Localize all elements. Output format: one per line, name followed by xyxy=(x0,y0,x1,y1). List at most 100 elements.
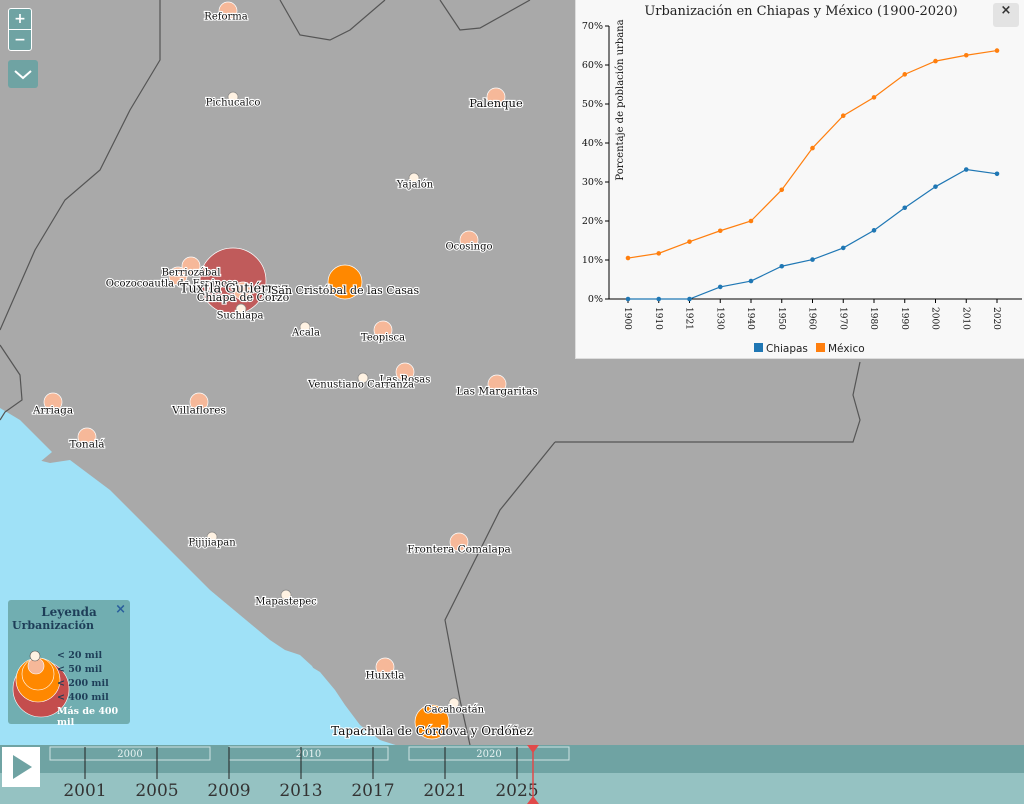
city-marker[interactable] xyxy=(280,589,292,601)
city-marker[interactable] xyxy=(189,392,209,412)
city-marker[interactable] xyxy=(375,657,395,677)
city-marker[interactable] xyxy=(357,372,369,384)
city-marker[interactable] xyxy=(449,532,469,552)
city-label: Frontera Comalapa xyxy=(407,544,511,556)
city-marker[interactable] xyxy=(206,531,218,543)
city-circle[interactable] xyxy=(299,321,311,333)
zoom-in-button[interactable]: + xyxy=(14,11,26,27)
data-point xyxy=(871,95,877,100)
x-tick-label: 1940 xyxy=(745,307,755,330)
y-tick-label: 0% xyxy=(588,294,603,305)
city-circle[interactable] xyxy=(408,172,420,184)
city-circle[interactable] xyxy=(168,266,188,286)
data-point xyxy=(748,278,754,284)
city-marker[interactable] xyxy=(448,697,460,709)
current-time-handle-icon[interactable] xyxy=(527,745,539,753)
city-circle[interactable] xyxy=(449,532,469,552)
city-label: San Cristóbal de las Casas xyxy=(271,284,420,297)
year-label: 2009 xyxy=(207,781,250,801)
year-label: 2017 xyxy=(351,781,394,801)
city-circle[interactable] xyxy=(357,372,369,384)
city-circle[interactable] xyxy=(227,91,239,103)
city-circle[interactable] xyxy=(327,264,363,300)
city-label: Las Rosas xyxy=(380,375,431,386)
city-label: Berriozábal xyxy=(162,268,221,279)
city-circle[interactable] xyxy=(235,303,247,315)
city-marker[interactable] xyxy=(414,704,450,740)
legend-item: < 400 mil xyxy=(57,692,109,703)
city-marker[interactable] xyxy=(181,256,201,276)
city-circle[interactable] xyxy=(233,281,253,301)
period-range[interactable] xyxy=(408,746,570,761)
city-marker[interactable] xyxy=(168,266,188,286)
x-tick-label: 1990 xyxy=(899,307,909,330)
city-circle[interactable] xyxy=(218,1,238,21)
city-circle[interactable] xyxy=(280,589,292,601)
city-circle[interactable] xyxy=(43,392,63,412)
city-marker[interactable] xyxy=(227,91,239,103)
year-label: 2005 xyxy=(135,781,178,801)
data-point xyxy=(871,228,877,233)
data-point xyxy=(902,205,908,211)
city-marker[interactable] xyxy=(487,374,507,394)
timeline-bar: 2000 2010 2020 2001 2005 2009 2013 2017 2021 2025 xyxy=(0,745,1024,804)
city-circle[interactable] xyxy=(181,256,201,276)
city-marker[interactable] xyxy=(373,320,393,340)
city-label: Venustiano Carranza xyxy=(307,380,414,391)
city-circle[interactable] xyxy=(487,374,507,394)
city-marker[interactable] xyxy=(218,1,238,21)
zoom-control: + − xyxy=(8,8,32,51)
city-marker[interactable] xyxy=(235,303,247,315)
legend-symbol-20 xyxy=(29,650,41,662)
city-circle[interactable] xyxy=(448,697,460,709)
data-point xyxy=(902,72,908,77)
city-marker[interactable] xyxy=(77,427,97,447)
chevron-down-icon xyxy=(14,70,32,80)
city-circle[interactable] xyxy=(206,531,218,543)
city-circle[interactable] xyxy=(395,362,415,382)
timeline-track[interactable] xyxy=(0,773,1024,804)
chart-panel: Urbanización en Chiapas y México (1900-2… xyxy=(575,0,1024,359)
zoom-out-button[interactable]: − xyxy=(9,29,31,50)
x-tick-label: 1900 xyxy=(622,307,632,330)
city-circle[interactable] xyxy=(375,657,395,677)
city-circle[interactable] xyxy=(77,427,97,447)
data-point xyxy=(933,58,938,64)
chart-title: Urbanización en Chiapas y México (1900-2… xyxy=(644,4,957,19)
x-tick-label: 1950 xyxy=(776,307,786,330)
city-marker[interactable] xyxy=(327,264,363,300)
data-point xyxy=(933,184,938,189)
data-point xyxy=(810,145,815,151)
layers-toggle-button[interactable] xyxy=(8,60,38,88)
city-circle[interactable] xyxy=(486,87,506,107)
city-circle[interactable] xyxy=(414,704,450,740)
year-label: 2013 xyxy=(279,781,322,801)
city-label: Teopisca xyxy=(361,333,405,344)
current-time-handle-icon[interactable] xyxy=(527,796,539,804)
period-range[interactable] xyxy=(49,746,211,761)
city-circle[interactable] xyxy=(189,392,209,412)
city-marker[interactable] xyxy=(486,87,506,107)
city-marker[interactable] xyxy=(43,392,63,412)
city-marker[interactable] xyxy=(459,230,479,250)
chart-close-button[interactable]: × xyxy=(993,3,1019,27)
data-point xyxy=(840,245,846,251)
city-marker[interactable] xyxy=(395,362,415,382)
legend-close-button[interactable]: × xyxy=(115,602,126,617)
legend-symbols xyxy=(12,650,70,718)
city-marker[interactable] xyxy=(408,172,420,184)
x-tick-label: 2000 xyxy=(930,307,940,330)
x-tick-label: 1910 xyxy=(653,307,663,330)
city-marker[interactable] xyxy=(233,281,253,301)
data-point xyxy=(779,187,785,193)
x-tick-label: 1930 xyxy=(714,307,724,330)
city-circle[interactable] xyxy=(459,230,479,250)
play-button[interactable] xyxy=(2,747,40,787)
city-marker[interactable] xyxy=(299,321,311,333)
y-tick-label: 50% xyxy=(582,99,603,110)
city-label: Tuxtla Gutiérrez xyxy=(180,282,289,297)
city-circle[interactable] xyxy=(373,320,393,340)
year-label: 2025 xyxy=(495,781,538,801)
series-line xyxy=(627,49,998,259)
legend-item: < 50 mil xyxy=(57,664,103,675)
